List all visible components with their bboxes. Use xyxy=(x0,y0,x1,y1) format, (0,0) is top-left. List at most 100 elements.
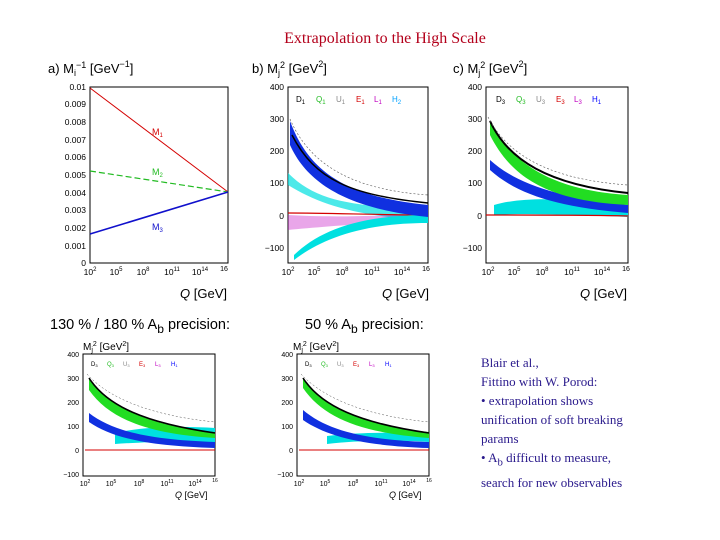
legend-l3: L3 xyxy=(574,95,582,106)
svg-text:1011: 1011 xyxy=(164,267,180,277)
svg-text:D3: D3 xyxy=(305,362,312,368)
svg-text:108: 108 xyxy=(137,267,150,277)
xaxis-b: 102 105 108 1011 1014 16 xyxy=(282,266,430,277)
band-green-br xyxy=(303,378,429,438)
band-blue-br xyxy=(303,410,429,448)
series-e3 xyxy=(485,214,629,217)
svg-text:108: 108 xyxy=(536,267,549,277)
notes-line-6: • Ab difficult to measure, xyxy=(481,448,716,473)
notes-line-6sub: b xyxy=(497,456,503,469)
plot-frame-br xyxy=(296,353,430,477)
svg-text:102: 102 xyxy=(482,267,495,277)
svg-text:108: 108 xyxy=(348,479,359,488)
caption-right-tail: precision: xyxy=(357,317,424,333)
series-m1 xyxy=(89,87,229,193)
caption-right: 50 % Ab precision: xyxy=(305,317,424,336)
xaxis-a: 102 105 108 1011 1014 16 xyxy=(84,266,228,277)
svg-text:0: 0 xyxy=(75,448,79,455)
series-errors-br xyxy=(300,373,430,423)
svg-text:300: 300 xyxy=(67,376,79,383)
svg-text:0.006: 0.006 xyxy=(65,152,87,162)
series-d3 xyxy=(489,120,629,194)
svg-text:0.001: 0.001 xyxy=(65,241,87,251)
chart-bottom-right: Mj2 [GeV2] 400 300 200 100 0 −100 102 10… xyxy=(277,341,432,500)
svg-text:200: 200 xyxy=(270,146,284,156)
svg-text:108: 108 xyxy=(134,479,145,488)
series-d1 xyxy=(291,134,429,204)
series-black-br xyxy=(302,377,430,434)
series-black-bl xyxy=(88,377,216,434)
svg-text:H1: H1 xyxy=(171,362,178,368)
legend-c: D3 Q3 U3 E3 L3 H1 xyxy=(496,95,602,106)
xlabel-b: Q [GeV] xyxy=(382,286,429,301)
slide-title: Extrapolation to the High Scale xyxy=(284,30,486,47)
chart-c: c) Mj2 [GeV2] 400 300 200 100 0 −100 102… xyxy=(453,59,630,301)
notes-line-6b: difficult to measure, xyxy=(502,450,611,465)
ylabel-bl: Mj2 [GeV2] xyxy=(83,341,129,354)
svg-text:16: 16 xyxy=(622,266,630,273)
xlabel-br: Q [GeV] xyxy=(389,490,422,500)
series-m3 xyxy=(89,191,229,235)
svg-text:0.002: 0.002 xyxy=(65,223,87,233)
svg-text:16: 16 xyxy=(426,478,432,484)
svg-text:108: 108 xyxy=(336,267,349,277)
svg-text:105: 105 xyxy=(110,267,123,277)
yaxis-b: 400 300 200 100 0 −100 xyxy=(265,82,284,253)
legend-d3: D3 xyxy=(496,95,506,106)
svg-text:Q3: Q3 xyxy=(107,362,115,368)
svg-text:−100: −100 xyxy=(63,472,79,479)
svg-text:E3: E3 xyxy=(353,362,360,368)
svg-text:0: 0 xyxy=(289,448,293,455)
xaxis-c: 102 105 108 1011 1014 16 xyxy=(482,266,630,277)
yaxis-bl: 400 300 200 100 0 −100 xyxy=(63,352,79,479)
band-h2-lower xyxy=(294,215,428,260)
svg-text:16: 16 xyxy=(422,266,430,273)
chart-a: a) Mi−1 [GeV−1] 0.01 0.009 0.008 0.007 0… xyxy=(48,59,229,301)
plot-frame-b xyxy=(287,86,429,264)
legend-q1: Q1 xyxy=(316,95,326,106)
notes-block: Blair et al., Fittino with W. Porod: • e… xyxy=(481,353,716,492)
legend-e3: E3 xyxy=(556,95,565,106)
xlabel-c: Q [GeV] xyxy=(580,286,627,301)
svg-text:1011: 1011 xyxy=(564,267,580,277)
svg-text:0.007: 0.007 xyxy=(65,135,87,145)
legend-b: D1 Q1 U1 E1 L1 H2 xyxy=(296,95,402,106)
svg-text:D3: D3 xyxy=(91,362,98,368)
svg-text:16: 16 xyxy=(220,266,228,273)
legend-br: D3 Q3 U3 E3 L3 H1 xyxy=(305,362,392,368)
label-m2: M2 xyxy=(152,167,164,179)
svg-text:0: 0 xyxy=(477,211,482,221)
svg-text:−100: −100 xyxy=(463,243,482,253)
svg-text:0.004: 0.004 xyxy=(65,188,87,198)
svg-text:16: 16 xyxy=(212,478,218,484)
legend-u1: U1 xyxy=(336,95,346,106)
svg-text:0.01: 0.01 xyxy=(69,82,86,92)
legend-l1: L1 xyxy=(374,95,382,106)
svg-text:200: 200 xyxy=(67,400,79,407)
yaxis-a: 0.01 0.009 0.008 0.007 0.006 0.005 0.004… xyxy=(65,82,87,268)
label-m1: M1 xyxy=(152,127,164,139)
notes-line-3: • extrapolation shows xyxy=(481,393,594,408)
svg-text:300: 300 xyxy=(270,114,284,124)
svg-text:102: 102 xyxy=(80,479,91,488)
svg-text:U3: U3 xyxy=(123,362,130,368)
svg-text:100: 100 xyxy=(468,178,482,188)
plot-frame-c xyxy=(485,86,629,264)
chart-bottom-left: Mj2 [GeV2] 400 300 200 100 0 −100 102 10… xyxy=(63,341,218,500)
caption-left: 130 % / 180 % Ab precision: xyxy=(50,317,230,336)
svg-text:102: 102 xyxy=(294,479,305,488)
svg-text:0.005: 0.005 xyxy=(65,170,87,180)
svg-text:E3: E3 xyxy=(139,362,146,368)
caption-right-sub: b xyxy=(350,321,358,336)
chart-b: b) Mj2 [GeV2] 400 300 200 100 0 −100 102… xyxy=(252,59,430,301)
notes-line-2: Fittino with W. Porod: xyxy=(481,374,598,389)
svg-text:0: 0 xyxy=(81,258,86,268)
band-blue xyxy=(290,121,428,217)
caption-left-sub: b xyxy=(157,321,164,336)
band-h1 xyxy=(490,160,628,213)
legend-u3: U3 xyxy=(536,95,546,106)
svg-text:1014: 1014 xyxy=(394,267,411,277)
svg-text:300: 300 xyxy=(281,376,293,383)
notes-line-6a: • A xyxy=(481,450,498,465)
panel-label-a: a) Mi−1 [GeV−1] xyxy=(48,59,133,78)
